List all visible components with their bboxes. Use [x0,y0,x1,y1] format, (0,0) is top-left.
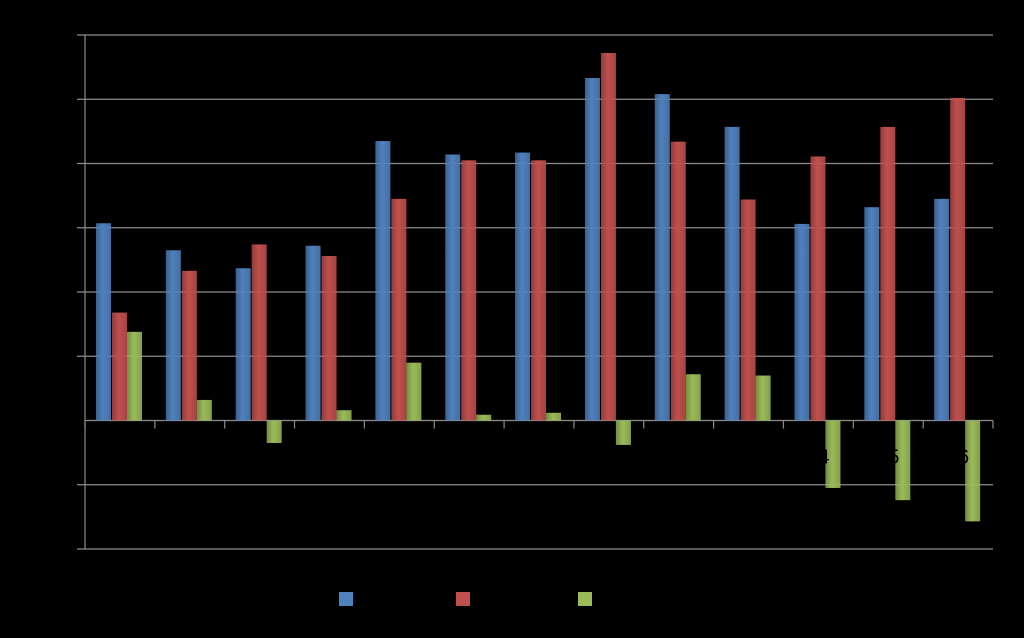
bar-series-3 [825,420,841,488]
bar-series-2 [112,312,127,421]
bar-series-3 [336,410,352,421]
legend-swatch-3 [578,592,592,606]
legend [339,592,592,606]
bar-series-2 [810,156,826,421]
bar-series-1 [96,223,111,421]
bar-series-2 [950,97,966,421]
bar-series-1 [654,94,670,421]
bar-series-2 [670,141,686,421]
legend-swatch-2 [456,592,470,606]
bar-series-3 [965,420,981,522]
tick-labels: 14 15 16 [807,447,969,469]
bar-series-1 [375,141,391,421]
bar-series-1 [515,152,531,421]
bar-series-2 [461,160,477,421]
bar-series-2 [880,126,896,421]
bar-series-1 [864,207,880,421]
bar-series-3 [127,331,142,421]
bar-series-3 [476,414,492,421]
bar-series-2 [181,270,197,421]
bar-series-3 [196,399,212,421]
bar-series-2 [740,199,756,421]
x-tick-label: 14 [807,447,829,469]
bar-series-1 [235,268,251,421]
bar-series-2 [321,256,337,421]
bar-series-1 [724,126,740,421]
bar-series-3 [546,412,562,421]
bar-series-3 [755,375,771,421]
bar-series-3 [685,374,701,421]
bar-series-1 [584,78,600,421]
bar-series-2 [531,160,547,421]
x-tick-label: 16 [947,447,969,469]
bar-series-1 [305,245,321,421]
bar-series-1 [165,250,181,421]
x-tick-label: 15 [877,447,899,469]
bar-series-3 [895,420,911,501]
bar-series-2 [251,244,267,421]
bar-series-1 [934,198,950,421]
bar-series-1 [445,154,461,421]
bars [96,52,981,522]
bar-series-1 [794,223,810,421]
bar-series-3 [615,420,631,445]
bar-series-2 [391,198,407,421]
bar-series-3 [266,420,282,443]
legend-swatch-1 [339,592,353,606]
bar-series-2 [600,52,616,421]
bar-series-3 [406,362,422,421]
